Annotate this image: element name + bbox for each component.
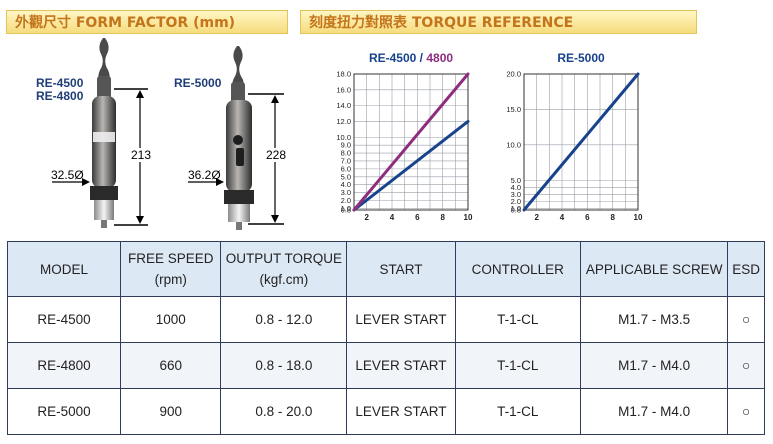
diameter-dimension-1 — [52, 178, 90, 186]
x-tick-label: 10 — [634, 213, 643, 222]
chart-title-part: 4800 — [426, 51, 453, 65]
y-tick-label: 4.0 — [341, 180, 351, 189]
spec-table: MODEL FREE SPEED (rpm) OUTPUT TORQUE (kgf.… — [6, 241, 765, 435]
table-header-row: MODEL FREE SPEED (rpm) OUTPUT TORQUE (kgf.… — [6, 241, 765, 297]
cell-model: RE-5000 — [6, 388, 122, 435]
header-free-speed: FREE SPEED (rpm) — [120, 241, 222, 297]
chart-title-part: / — [416, 51, 426, 65]
cell-start: LEVER START — [346, 388, 456, 435]
tool1-model-label-1: RE-4500 — [36, 76, 84, 90]
header-start: START — [346, 241, 456, 297]
cell-controller: T-1-CL — [454, 296, 582, 343]
cell-applicable-screw: M1.7 - M4.0 — [580, 342, 729, 389]
tool2-height-text: 228 — [266, 148, 287, 162]
cell-free-speed: 1000 — [120, 296, 222, 343]
tool1-diameter-text: 32.5Ø — [51, 168, 84, 182]
cell-esd: ○ — [727, 296, 765, 343]
tool1-model-label-2: RE-4800 — [36, 89, 84, 103]
screwdriver-re4500-image — [90, 38, 118, 228]
y-tick-label: 2.0 — [511, 197, 521, 206]
y-tick-label: 4.0 — [511, 183, 521, 192]
cell-esd: ○ — [727, 342, 765, 389]
x-tick-label: 8 — [440, 213, 445, 222]
y-tick-label: 12.0 — [336, 117, 351, 126]
y-tick-label: 1.0 — [511, 204, 521, 213]
header-esd: ESD — [727, 241, 765, 297]
cell-model: RE-4500 — [6, 296, 122, 343]
x-tick-label: 4 — [390, 213, 395, 222]
table-row: RE-4800 660 0.8 - 18.0 LEVER START T-1-C… — [6, 342, 765, 389]
chart-title: RE-4500 / 4800 — [369, 51, 453, 65]
y-tick-label: 5.0 — [341, 172, 351, 181]
table-row: RE-5000 900 0.8 - 20.0 LEVER START T-1-C… — [6, 388, 765, 435]
cell-output-torque: 0.8 - 20.0 — [220, 388, 348, 435]
y-tick-label: 2.0 — [341, 196, 351, 205]
header-applicable-screw: APPLICABLE SCREW — [580, 241, 729, 297]
torque-reference-header: 刻度扭力對照表 TORQUE REFERENCE — [300, 10, 697, 34]
cell-free-speed: 900 — [120, 388, 222, 435]
x-tick-label: 2 — [534, 213, 539, 222]
y-tick-label: 1.0 — [341, 204, 351, 213]
table-row: RE-4500 1000 0.8 - 12.0 LEVER START T-1-… — [6, 296, 765, 343]
y-tick-label: 15.0 — [506, 105, 521, 114]
cell-model: RE-4800 — [6, 342, 122, 389]
y-tick-label: 5.0 — [511, 176, 521, 185]
header-controller: CONTROLLER — [454, 241, 582, 297]
series-line-4800 — [352, 72, 470, 212]
x-tick-label: 4 — [560, 213, 565, 222]
screwdriver-re5000-image — [224, 46, 254, 230]
cell-output-torque: 0.8 - 18.0 — [220, 342, 348, 389]
x-tick-label: 6 — [415, 213, 420, 222]
form-factor-header: 外觀尺寸 FORM FACTOR (mm) — [6, 10, 288, 34]
cell-esd: ○ — [727, 388, 765, 435]
cell-controller: T-1-CL — [454, 388, 582, 435]
tool2-model-label: RE-5000 — [174, 76, 222, 90]
y-tick-label: 10.0 — [506, 140, 521, 149]
x-tick-label: 10 — [464, 213, 473, 222]
cell-applicable-screw: M1.7 - M3.5 — [580, 296, 729, 343]
torque-chart-re5000: RE-5000 0.81.02.03.04.05.0 10.0 15.0 20.0 2 4 6… — [506, 51, 643, 222]
series-line-re-5000 — [522, 72, 640, 212]
torque-chart-re4500-4800: RE-4500 / 4800 0.81.02.03.04.05.06.07.08.… — [336, 51, 473, 222]
y-tick-label: 8.0 — [341, 149, 351, 158]
y-tick-label: 16.0 — [336, 85, 351, 94]
plot-frame — [523, 73, 639, 211]
cell-controller: T-1-CL — [454, 342, 582, 389]
y-tick-label: 14.0 — [336, 101, 351, 110]
y-tick-label: 6.0 — [341, 164, 351, 173]
cell-start: LEVER START — [346, 296, 456, 343]
header-model: MODEL — [6, 241, 122, 297]
cell-applicable-screw: M1.7 - M4.0 — [580, 388, 729, 435]
form-factor-diagram — [52, 38, 284, 230]
header-output-torque: OUTPUT TORQUE (kgf.cm) — [220, 241, 348, 297]
x-tick-label: 8 — [610, 213, 615, 222]
tool2-diameter-text: 36.2Ø — [188, 168, 221, 182]
chart-title-part: RE-5000 — [557, 51, 605, 65]
y-tick-label: 7.0 — [341, 156, 351, 165]
y-tick-label: 20.0 — [506, 70, 521, 79]
plot-frame — [353, 73, 469, 211]
cell-start: LEVER START — [346, 342, 456, 389]
y-tick-label: 18.0 — [336, 70, 351, 79]
cell-output-torque: 0.8 - 12.0 — [220, 296, 348, 343]
chart-title-part: RE-4500 — [369, 51, 417, 65]
cell-free-speed: 660 — [120, 342, 222, 389]
series-line-re-4500 — [352, 119, 470, 212]
x-tick-label: 2 — [364, 213, 369, 222]
y-tick-label: 3.0 — [511, 190, 521, 199]
y-tick-label: 9.0 — [341, 141, 351, 150]
x-tick-label: 6 — [585, 213, 590, 222]
y-tick-label: 0.8 — [511, 206, 521, 215]
y-tick-label: 10.0 — [336, 133, 351, 142]
y-tick-label: 3.0 — [341, 188, 351, 197]
tool1-height-text: 213 — [131, 148, 152, 162]
diameter-dimension-2 — [188, 178, 224, 186]
chart-title: RE-5000 — [557, 51, 605, 65]
y-tick-label: 0.8 — [341, 206, 351, 215]
